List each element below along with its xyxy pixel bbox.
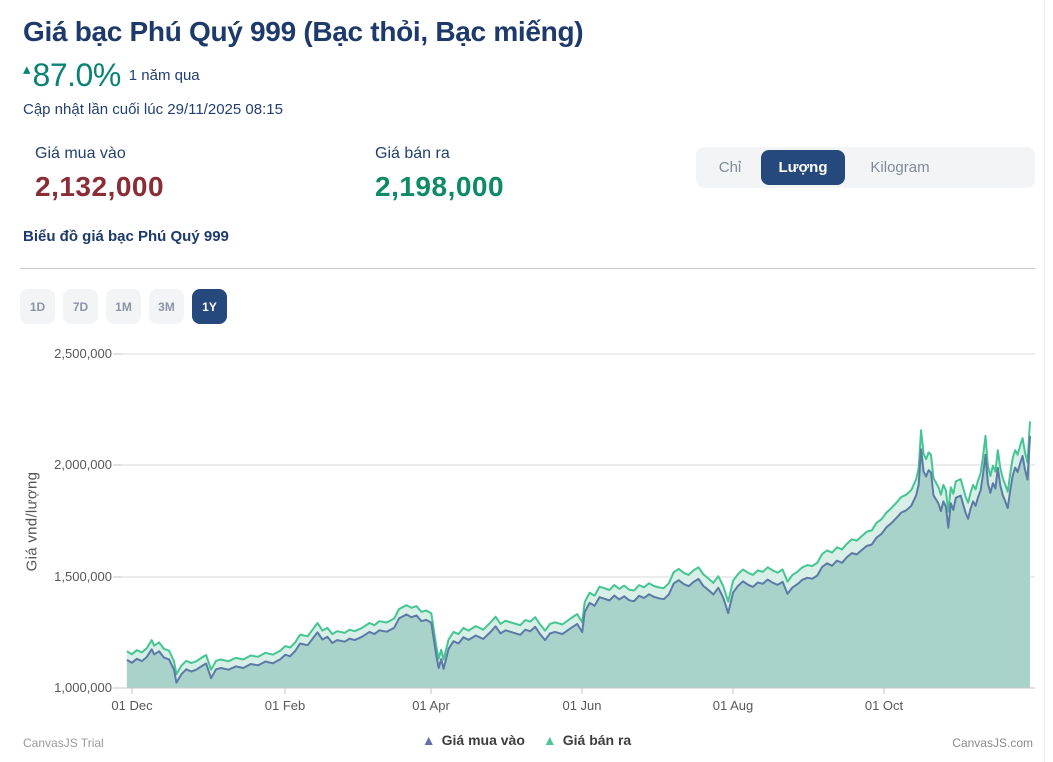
canvasjs-trial-watermark: CanvasJS Trial — [23, 736, 104, 750]
y-tick-label: 2,000,000 — [54, 457, 112, 472]
legend-label-sell: Giá bán ra — [562, 732, 632, 748]
buy-line — [126, 435, 1031, 684]
x-tick-label: 01 Jun — [562, 698, 602, 713]
scrollbar-track[interactable] — [1044, 0, 1045, 762]
range-button-1m[interactable]: 1M — [106, 289, 141, 324]
range-button-3m[interactable]: 3M — [149, 289, 184, 324]
buy-price-block: Giá mua vào 2,132,000 — [35, 145, 375, 203]
x-tick-label: 01 Apr — [412, 698, 450, 713]
legend-label-buy: Giá mua vào — [441, 732, 525, 748]
last-updated: Cập nhật lần cuối lúc 29/11/2025 08:15 — [23, 101, 283, 118]
triangle-marker-icon: ▲ — [542, 732, 557, 748]
buy-area — [126, 435, 1030, 688]
range-button-row: 1D 7D 1M 3M 1Y — [20, 289, 227, 324]
price-chart[interactable]: 2,500,000 2,000,000 1,500,000 1,000,000 … — [0, 338, 1053, 762]
sell-line — [126, 421, 1031, 676]
up-arrow-icon: ▴ — [23, 61, 31, 78]
change-percent: 87.0% — [32, 57, 122, 93]
buy-price-value: 2,132,000 — [35, 171, 165, 202]
buy-price-label: Giá mua vào — [35, 145, 126, 162]
y-tick-label: 2,500,000 — [54, 346, 112, 361]
change-row: ▴ 87.0% 1 năm qua — [23, 57, 1053, 94]
chart-heading: Biểu đồ giá bạc Phú Quý 999 — [23, 228, 229, 245]
range-button-1y[interactable]: 1Y — [192, 289, 227, 324]
unit-button-luong[interactable]: Lượng — [761, 150, 845, 185]
canvasjs-link[interactable]: CanvasJS.com — [952, 736, 1033, 750]
sell-price-label: Giá bán ra — [375, 145, 450, 162]
sell-price-value: 2,198,000 — [375, 171, 505, 202]
y-axis-title: Giá vnd/lượng — [23, 471, 41, 572]
change-period: 1 năm qua — [128, 67, 200, 84]
x-tick-label: 01 Aug — [712, 698, 754, 713]
y-tick-label: 1,500,000 — [54, 569, 112, 584]
price-row: Giá mua vào 2,132,000 Giá bán ra 2,198,0… — [35, 145, 1053, 203]
x-tick-label: 01 Oct — [864, 698, 904, 713]
chart-legend: ▲ Giá mua vào ▲ Giá bán ra — [0, 732, 1053, 748]
unit-toggle-group: Chỉ Lượng Kilogram — [696, 147, 1035, 188]
x-tick-label: 01 Feb — [264, 698, 306, 713]
legend-item-buy[interactable]: ▲ Giá mua vào — [422, 732, 525, 748]
divider — [20, 268, 1035, 269]
page-title: Giá bạc Phú Quý 999 (Bạc thỏi, Bạc miếng… — [23, 16, 584, 47]
sell-price-block: Giá bán ra 2,198,000 — [375, 145, 504, 203]
unit-button-chi[interactable]: Chỉ — [718, 159, 742, 176]
unit-button-kilogram[interactable]: Kilogram — [870, 159, 930, 176]
range-button-1d[interactable]: 1D — [20, 289, 55, 324]
header: Giá bạc Phú Quý 999 (Bạc thỏi, Bạc miếng… — [0, 0, 1053, 118]
triangle-marker-icon: ▲ — [421, 732, 436, 748]
range-button-7d[interactable]: 7D — [63, 289, 98, 324]
legend-item-sell[interactable]: ▲ Giá bán ra — [543, 732, 631, 748]
chart-canvas[interactable] — [0, 338, 1053, 718]
y-tick-label: 1,000,000 — [54, 680, 112, 695]
x-tick-label: 01 Dec — [111, 698, 153, 713]
